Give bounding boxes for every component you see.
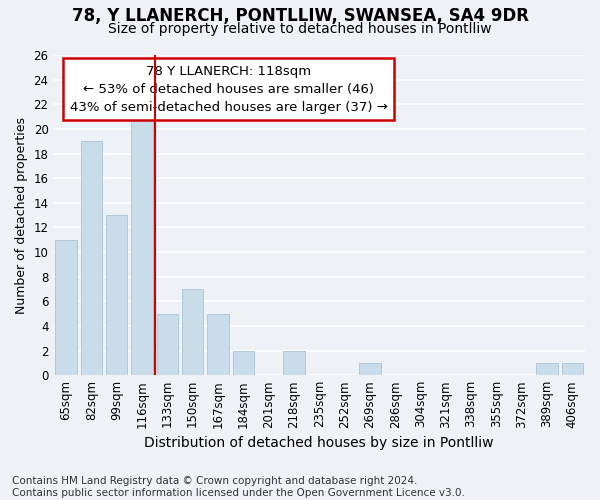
- Bar: [233, 350, 254, 375]
- X-axis label: Distribution of detached houses by size in Pontlliw: Distribution of detached houses by size …: [145, 436, 494, 450]
- Bar: [207, 314, 229, 375]
- Bar: [283, 350, 305, 375]
- Bar: [157, 314, 178, 375]
- Text: Contains HM Land Registry data © Crown copyright and database right 2024.
Contai: Contains HM Land Registry data © Crown c…: [12, 476, 465, 498]
- Text: 78, Y LLANERCH, PONTLLIW, SWANSEA, SA4 9DR: 78, Y LLANERCH, PONTLLIW, SWANSEA, SA4 9…: [71, 8, 529, 26]
- Bar: [80, 141, 102, 375]
- Bar: [55, 240, 77, 375]
- Bar: [182, 289, 203, 375]
- Text: 78 Y LLANERCH: 118sqm
← 53% of detached houses are smaller (46)
43% of semi-deta: 78 Y LLANERCH: 118sqm ← 53% of detached …: [70, 64, 388, 114]
- Bar: [106, 215, 127, 375]
- Y-axis label: Number of detached properties: Number of detached properties: [15, 116, 28, 314]
- Text: Size of property relative to detached houses in Pontlliw: Size of property relative to detached ho…: [108, 22, 492, 36]
- Bar: [536, 363, 558, 375]
- Bar: [131, 104, 153, 375]
- Bar: [562, 363, 583, 375]
- Bar: [359, 363, 380, 375]
